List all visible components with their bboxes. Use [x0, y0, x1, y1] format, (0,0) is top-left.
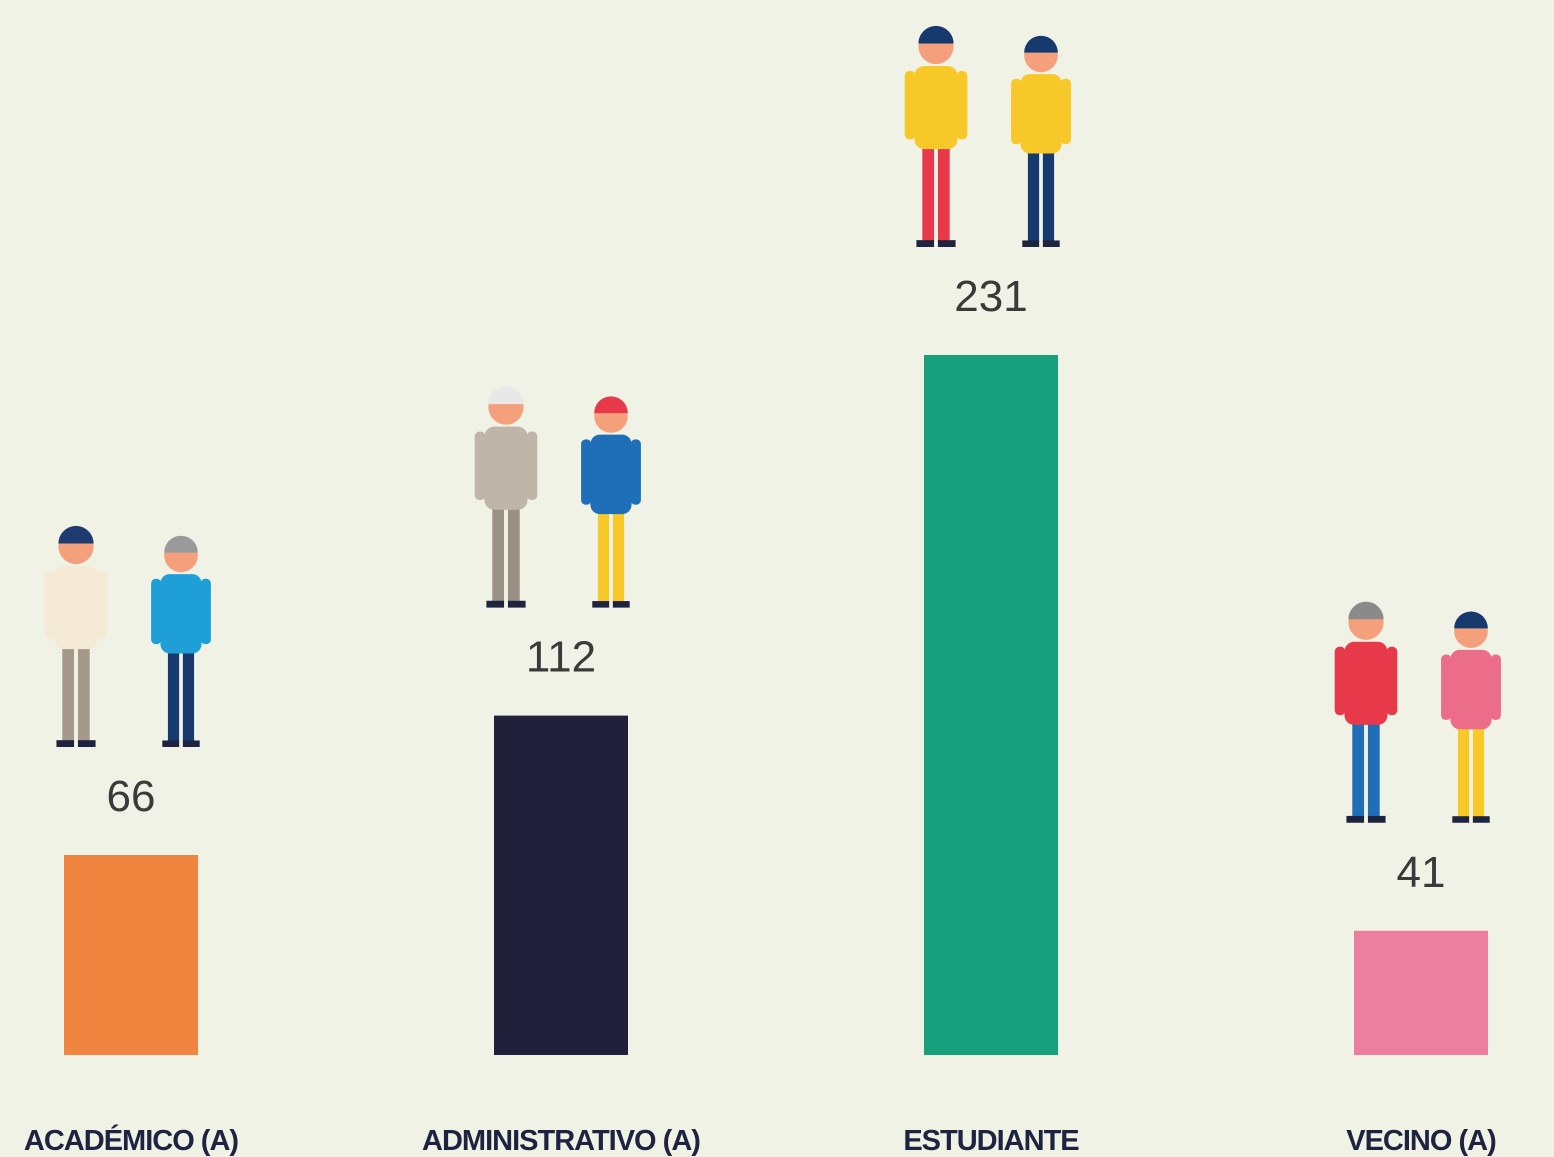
shoe [162, 740, 179, 747]
shoe [486, 601, 504, 608]
leg [922, 139, 934, 242]
shoe [1368, 816, 1386, 823]
arm [1491, 654, 1501, 719]
leg [598, 505, 609, 603]
shoe [592, 601, 609, 608]
leg [1473, 720, 1484, 818]
torso [590, 435, 631, 514]
arm [1387, 647, 1398, 715]
arm [581, 439, 591, 504]
arm [151, 579, 161, 644]
shoe [613, 601, 630, 608]
leg [613, 505, 624, 603]
leg [183, 644, 194, 742]
shoe [1346, 816, 1364, 823]
shoe [56, 740, 74, 747]
torso [160, 574, 201, 653]
bar [1354, 931, 1488, 1055]
shoe [1452, 816, 1469, 823]
leg [1352, 715, 1364, 818]
shoe [508, 601, 526, 608]
category-label: ACADÉMICO (A) [24, 1123, 238, 1157]
torso [484, 427, 527, 510]
shoe [938, 240, 956, 247]
shoe [1473, 816, 1490, 823]
leg [938, 139, 950, 242]
value-label: 66 [107, 772, 156, 821]
leg [1458, 720, 1469, 818]
value-label: 112 [526, 633, 596, 682]
leg [1368, 715, 1380, 818]
arm [1335, 647, 1346, 715]
arm [475, 432, 486, 500]
torso [1020, 74, 1061, 153]
category-label: ADMINISTRATIVO (A) [422, 1125, 700, 1157]
torso [1450, 650, 1491, 729]
chart: 66 ACADÉMICO (A) 112 ADMINISTRATIVO (A) 231 E… [0, 0, 1554, 1157]
category-label: VECINO (A) [1346, 1125, 1496, 1157]
leg [78, 639, 90, 742]
arm [1061, 79, 1071, 144]
arm [631, 439, 641, 504]
leg [492, 500, 504, 603]
arm [1441, 654, 1451, 719]
torso [54, 566, 97, 649]
shoe [1022, 240, 1039, 247]
arm [905, 71, 916, 139]
bar [494, 716, 628, 1055]
torso [914, 66, 957, 149]
arm [97, 571, 108, 639]
leg [62, 639, 74, 742]
shoe [1043, 240, 1060, 247]
shoe [78, 740, 96, 747]
arm [45, 571, 56, 639]
background [0, 0, 1554, 1157]
page: 66 ACADÉMICO (A) 112 ADMINISTRATIVO (A) 231 E… [0, 0, 1554, 1157]
leg [508, 500, 520, 603]
bar [64, 855, 198, 1055]
leg [1028, 144, 1039, 242]
leg [1043, 144, 1054, 242]
shoe [183, 740, 200, 747]
arm [201, 579, 211, 644]
torso [1344, 642, 1387, 725]
bar [924, 355, 1058, 1055]
value-label: 231 [954, 272, 1027, 321]
arm [1011, 79, 1021, 144]
arm [957, 71, 968, 139]
category-label: ESTUDIANTE [903, 1125, 1079, 1157]
leg [168, 644, 179, 742]
arm [527, 432, 538, 500]
value-label: 41 [1397, 848, 1446, 897]
shoe [916, 240, 934, 247]
